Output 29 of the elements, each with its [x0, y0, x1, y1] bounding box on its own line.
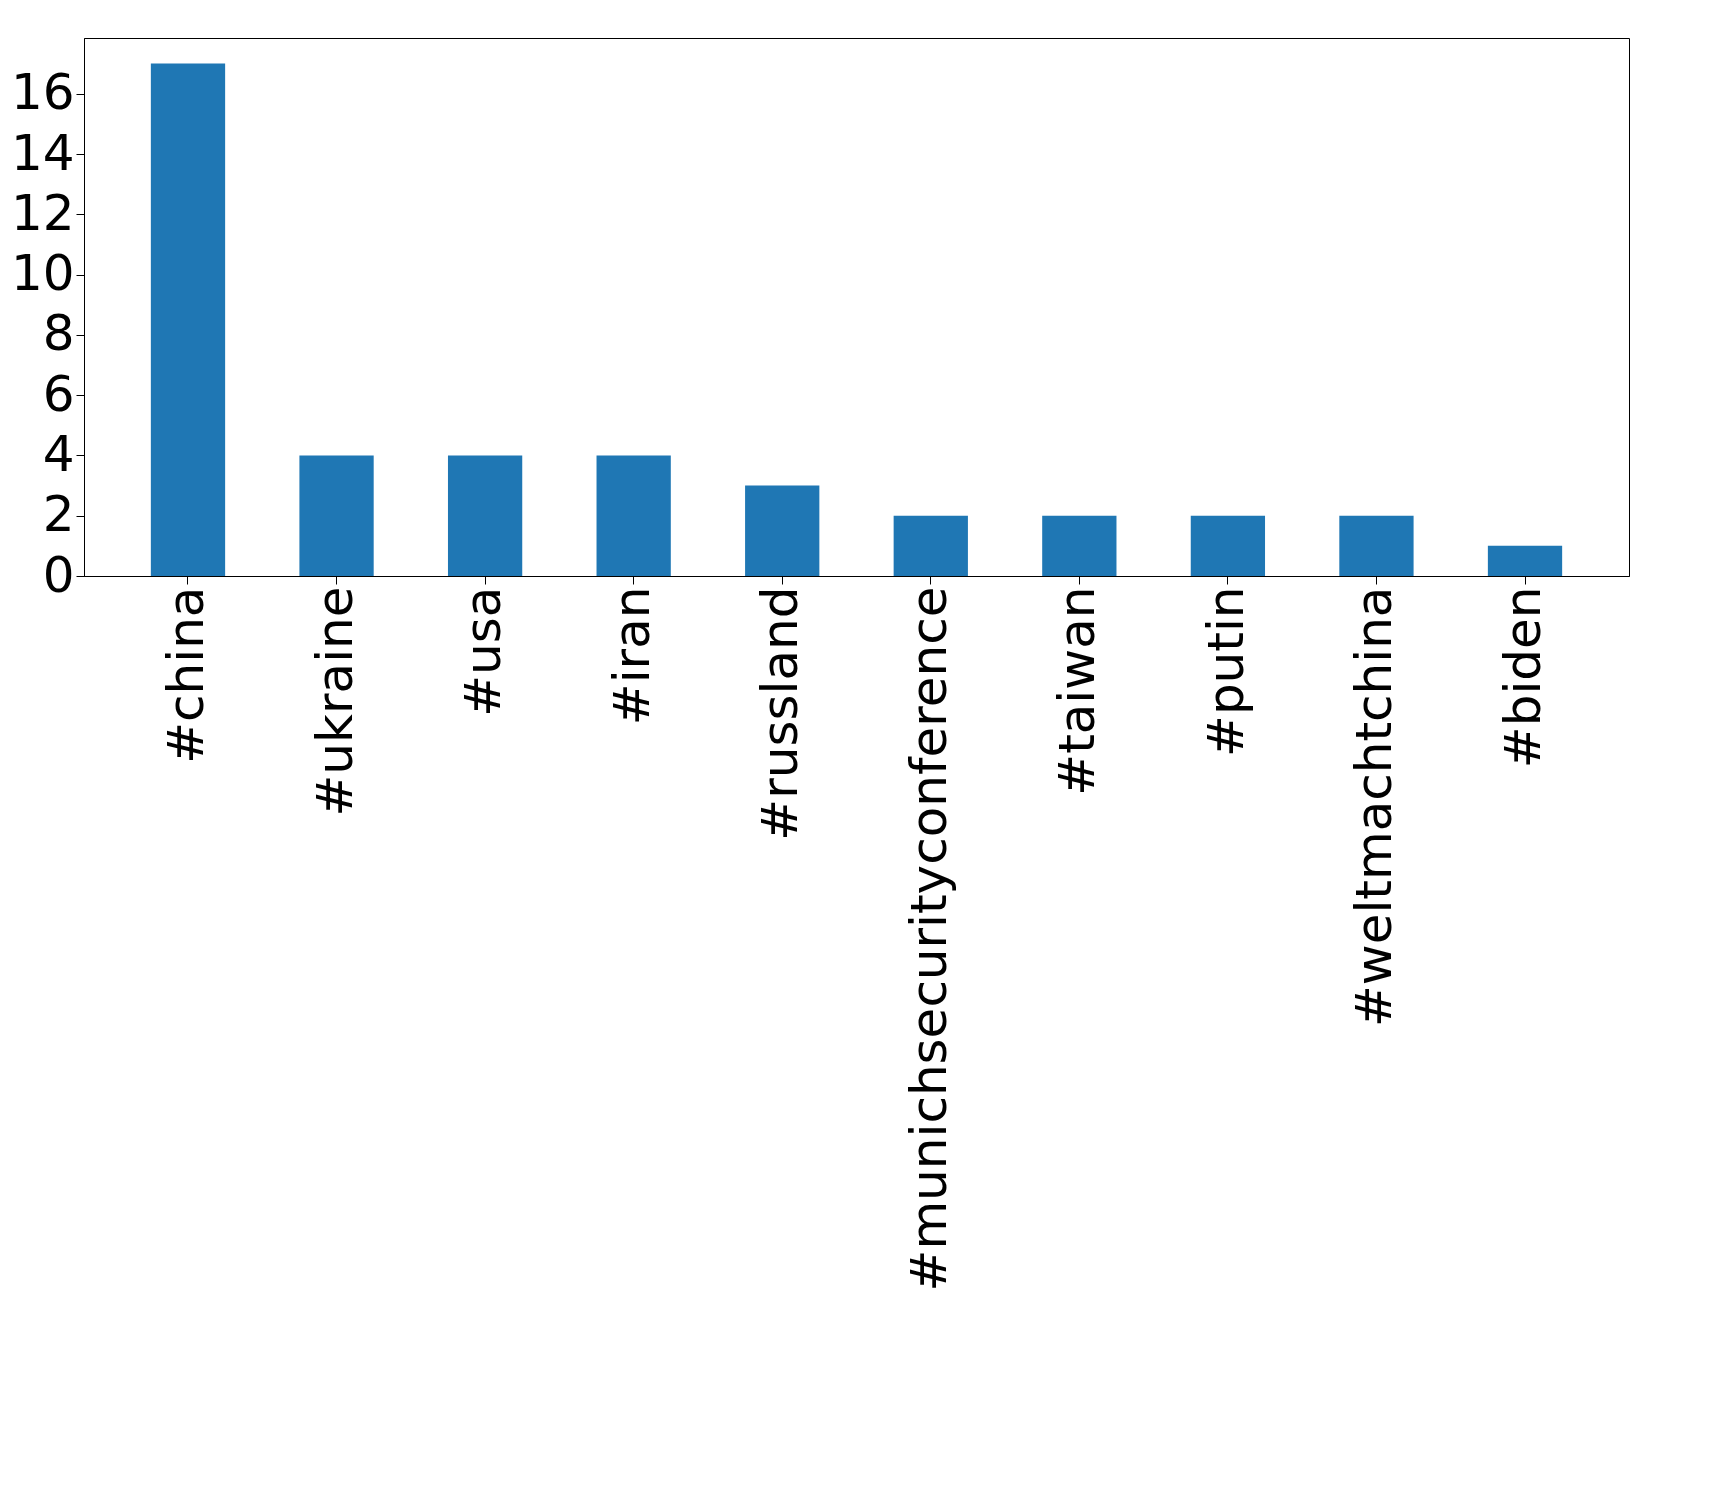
x-tick-label: #usa [454, 586, 513, 717]
y-tick-label: 8 [42, 304, 75, 363]
x-tick-label: #taiwan [1048, 586, 1107, 796]
bar [1190, 515, 1266, 576]
y-tick-label: 4 [42, 424, 75, 483]
x-tick-label: #ukraine [305, 586, 364, 817]
x-tick-label: #weltmachtchina [1345, 586, 1404, 1028]
x-tick-label: #biden [1494, 586, 1553, 769]
x-tick-label: #iran [602, 586, 661, 726]
bar [893, 515, 968, 576]
bar [596, 455, 671, 576]
bar [1339, 515, 1414, 576]
y-tick-label: 2 [42, 485, 75, 544]
y-tick-label: 10 [10, 244, 75, 303]
x-tick-label: #munichsecurityconference [899, 586, 958, 1292]
y-tick-label: 0 [42, 545, 75, 604]
bar [299, 455, 374, 576]
bar [150, 63, 226, 576]
bar [745, 485, 820, 576]
x-tick-label: #china [156, 586, 215, 764]
x-tick-label: #russland [751, 586, 810, 841]
bar [1487, 545, 1563, 576]
y-tick-label: 16 [10, 63, 75, 122]
y-tick-label: 14 [10, 123, 75, 182]
x-tick-label: #putin [1196, 586, 1255, 758]
y-tick-label: 12 [10, 183, 75, 242]
bar [1042, 515, 1117, 576]
y-tick-label: 6 [42, 364, 75, 423]
bar [447, 455, 523, 576]
